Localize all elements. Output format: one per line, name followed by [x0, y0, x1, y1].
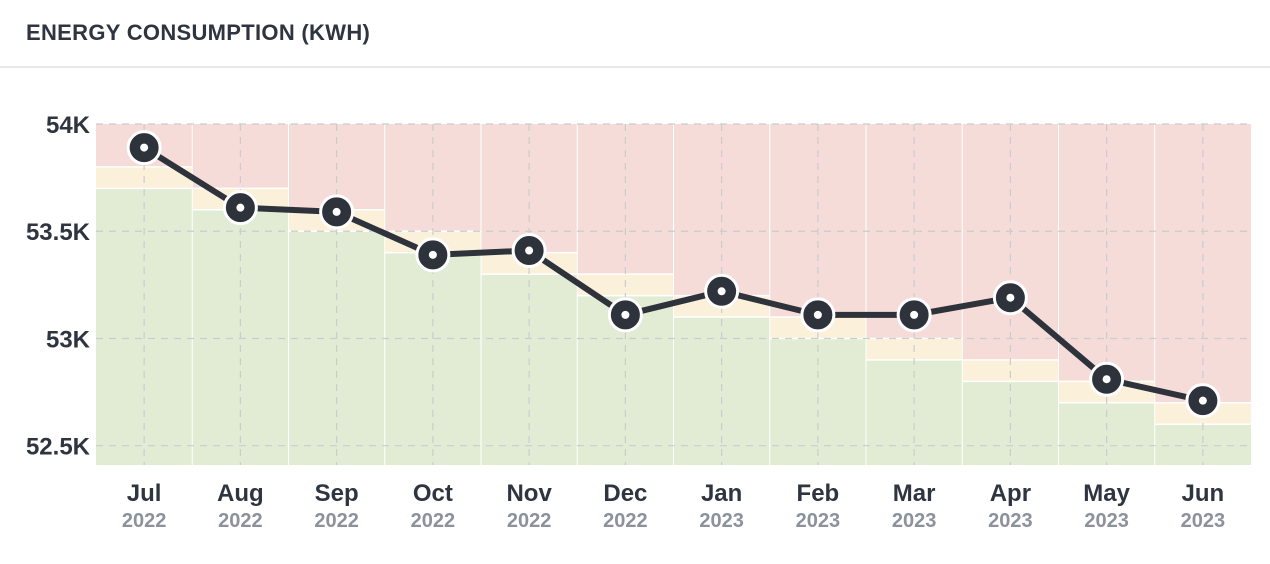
data-point-marker-center: [428, 250, 437, 259]
data-point-marker-center: [140, 143, 149, 152]
y-tick-label: 53.5K: [26, 219, 91, 246]
x-tick-label-month: Jun: [1182, 480, 1225, 507]
band-bad: [1058, 124, 1155, 382]
x-tick-label-year: 2022: [507, 510, 552, 532]
x-tick-label-year: 2022: [411, 510, 456, 532]
x-tick-label-month: Oct: [413, 480, 453, 507]
x-tick-label-year: 2022: [603, 510, 648, 532]
x-axis: Jul 2022 Aug 2022 Sep 2022 Oct 2022 Nov 2022 Dec 20…: [122, 480, 1225, 532]
data-point-marker-center: [332, 207, 341, 216]
data-point-marker-center: [1102, 375, 1111, 384]
x-tick-label-month: Jul: [127, 480, 162, 507]
y-axis: 52.5K 53K 53.5K 54K: [26, 112, 91, 461]
x-tick-label-year: 2022: [122, 510, 167, 532]
band-bad: [577, 124, 674, 275]
band-warn: [962, 359, 1059, 382]
data-point-marker-center: [1006, 293, 1015, 302]
data-point-marker-center: [621, 310, 630, 319]
data-point-marker-center: [910, 310, 919, 319]
y-tick-label: 52.5K: [26, 434, 91, 461]
x-tick-label-year: 2023: [1181, 510, 1226, 532]
x-tick-label-month: Mar: [893, 480, 936, 507]
x-tick-label-month: May: [1083, 480, 1130, 507]
x-tick-label-month: Dec: [603, 480, 647, 507]
series-line-group: [126, 130, 1221, 419]
x-tick-label-month: Feb: [797, 480, 840, 507]
data-point-marker-center: [236, 203, 245, 212]
x-tick-label-year: 2023: [988, 510, 1033, 532]
chart-title: ENERGY CONSUMPTION (KWH): [26, 20, 371, 45]
x-tick-label-year: 2023: [796, 510, 841, 532]
threshold-bands: [96, 124, 1251, 465]
x-tick-label-month: Sep: [315, 480, 359, 507]
y-tick-label: 54K: [46, 112, 91, 139]
data-point-marker-center: [813, 310, 822, 319]
x-tick-label-year: 2022: [314, 510, 359, 532]
x-tick-label-month: Apr: [990, 480, 1031, 507]
band-bad: [1154, 124, 1251, 403]
x-tick-label-month: Aug: [217, 480, 264, 507]
y-tick-label: 53K: [46, 326, 91, 353]
band-good: [1154, 424, 1251, 465]
band-good: [481, 274, 578, 465]
data-point-marker-center: [525, 246, 534, 255]
data-point-marker-center: [1198, 396, 1207, 405]
x-tick-label-year: 2022: [218, 510, 263, 532]
x-tick-label-year: 2023: [1084, 510, 1129, 532]
data-point-marker-center: [717, 287, 726, 296]
x-tick-label-year: 2023: [892, 510, 937, 532]
panel-header: ENERGY CONSUMPTION (KWH): [0, 0, 1270, 68]
x-tick-label-month: Jan: [701, 480, 742, 507]
x-tick-label-year: 2023: [699, 510, 744, 532]
x-tick-label-month: Nov: [506, 480, 552, 507]
